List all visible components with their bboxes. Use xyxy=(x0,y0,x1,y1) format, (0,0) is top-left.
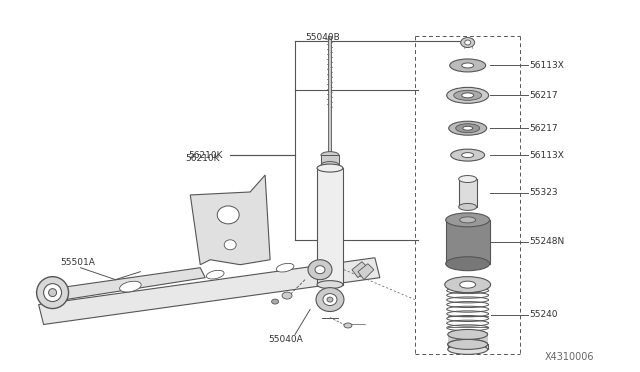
Ellipse shape xyxy=(449,121,486,135)
Text: 55248N: 55248N xyxy=(529,237,564,246)
Ellipse shape xyxy=(448,339,488,349)
Ellipse shape xyxy=(36,277,68,308)
Ellipse shape xyxy=(463,126,473,130)
Polygon shape xyxy=(38,258,380,324)
Text: 56217: 56217 xyxy=(529,91,558,100)
Ellipse shape xyxy=(344,323,352,328)
Ellipse shape xyxy=(317,280,343,289)
Text: 55040A: 55040A xyxy=(268,335,303,344)
Ellipse shape xyxy=(321,152,339,158)
Text: 56217: 56217 xyxy=(529,124,558,133)
Ellipse shape xyxy=(445,257,490,271)
Ellipse shape xyxy=(327,297,333,302)
Ellipse shape xyxy=(120,281,141,292)
Text: 56113X: 56113X xyxy=(529,61,564,70)
Ellipse shape xyxy=(461,38,475,48)
Ellipse shape xyxy=(461,93,474,98)
Ellipse shape xyxy=(49,289,56,296)
Ellipse shape xyxy=(323,294,337,305)
Ellipse shape xyxy=(454,90,482,100)
Ellipse shape xyxy=(448,344,488,355)
Bar xyxy=(328,36,332,155)
Ellipse shape xyxy=(456,124,479,133)
Bar xyxy=(448,344,488,349)
Ellipse shape xyxy=(460,281,476,288)
Ellipse shape xyxy=(447,87,488,103)
Bar xyxy=(445,220,490,264)
Bar xyxy=(459,179,477,207)
Ellipse shape xyxy=(459,176,477,183)
Text: 56210K: 56210K xyxy=(188,151,223,160)
Text: 55323: 55323 xyxy=(529,189,558,198)
Ellipse shape xyxy=(44,283,61,302)
Ellipse shape xyxy=(445,213,490,227)
Ellipse shape xyxy=(465,40,470,45)
Ellipse shape xyxy=(450,59,486,72)
Ellipse shape xyxy=(445,277,491,293)
Ellipse shape xyxy=(448,339,488,349)
Ellipse shape xyxy=(308,260,332,280)
Text: 55040B: 55040B xyxy=(305,33,340,42)
Ellipse shape xyxy=(271,299,278,304)
Ellipse shape xyxy=(461,153,474,158)
Text: 55501A: 55501A xyxy=(61,258,95,267)
Ellipse shape xyxy=(282,292,292,299)
Ellipse shape xyxy=(459,203,477,211)
Ellipse shape xyxy=(451,149,484,161)
Polygon shape xyxy=(190,175,270,265)
Ellipse shape xyxy=(317,164,343,172)
Ellipse shape xyxy=(207,270,224,279)
Ellipse shape xyxy=(321,161,339,169)
Bar xyxy=(448,333,488,346)
Ellipse shape xyxy=(276,263,294,272)
Ellipse shape xyxy=(224,240,236,250)
Text: X4310006: X4310006 xyxy=(545,352,594,362)
Text: 55240: 55240 xyxy=(529,310,558,319)
Ellipse shape xyxy=(461,63,474,68)
Polygon shape xyxy=(358,264,374,280)
Ellipse shape xyxy=(316,288,344,311)
Ellipse shape xyxy=(448,330,488,339)
Bar xyxy=(317,168,343,285)
Text: 56210K: 56210K xyxy=(186,154,220,163)
Bar xyxy=(321,155,339,165)
Ellipse shape xyxy=(315,266,325,274)
Ellipse shape xyxy=(217,206,239,224)
Text: 56113X: 56113X xyxy=(529,151,564,160)
Polygon shape xyxy=(61,268,205,299)
Polygon shape xyxy=(352,262,368,278)
Ellipse shape xyxy=(460,217,476,223)
